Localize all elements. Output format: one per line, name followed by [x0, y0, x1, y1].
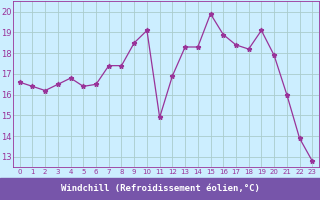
Text: Windchill (Refroidissement éolien,°C): Windchill (Refroidissement éolien,°C): [60, 184, 260, 194]
